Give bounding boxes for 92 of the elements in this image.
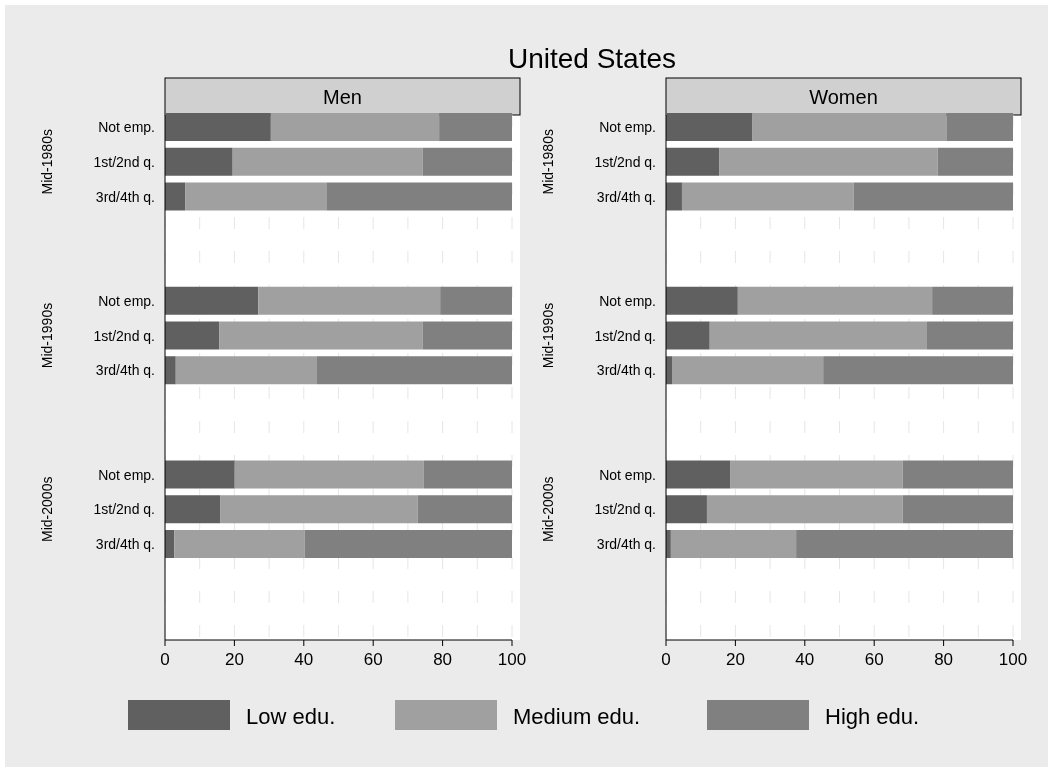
bar — [666, 495, 707, 524]
bar — [165, 182, 186, 211]
bar — [422, 321, 512, 350]
bar — [165, 113, 271, 141]
y-tick-label: Not emp. — [98, 119, 155, 135]
bar — [666, 182, 682, 211]
bar — [946, 113, 1013, 141]
y-tick-label: Not emp. — [599, 292, 656, 309]
text: Mid-1980s — [39, 129, 55, 195]
y-tick-label: 3rd/4th q. — [95, 362, 155, 379]
bar — [902, 460, 1013, 489]
bar — [666, 286, 738, 315]
bar — [165, 286, 259, 315]
bar — [666, 321, 710, 350]
y-tick-label: 3rd/4th q. — [596, 536, 656, 552]
legend-label: Medium edu. — [513, 704, 641, 729]
y-tick-label: 3rd/4th q. — [95, 536, 155, 552]
x-tick-label: 0 — [661, 650, 671, 669]
bar — [304, 530, 512, 558]
y-tick-label: 1st/2nd q. — [594, 153, 656, 170]
y-tick-label: 1st/2nd q. — [594, 327, 656, 344]
text: Mid-1980s — [540, 129, 556, 195]
x-tick-label: 60 — [363, 650, 383, 669]
bar — [258, 286, 441, 315]
bar — [174, 530, 305, 558]
x-tick-label: 20 — [224, 650, 244, 669]
x-tick-label: 80 — [433, 650, 453, 669]
x-tick-label: 40 — [795, 650, 815, 669]
bar — [219, 321, 423, 350]
bar — [670, 530, 797, 558]
y-tick-label: 3rd/4th q. — [596, 188, 656, 205]
bar — [232, 147, 423, 176]
bar — [423, 460, 512, 489]
bar — [681, 182, 854, 211]
bar — [666, 356, 673, 385]
bar — [709, 321, 927, 350]
bar — [932, 286, 1013, 315]
bar — [417, 495, 512, 524]
text: Mid-2000s — [540, 476, 556, 542]
bar — [439, 113, 512, 141]
bar — [823, 356, 1013, 385]
y-tick-label: 3rd/4th q. — [95, 188, 155, 205]
bar — [165, 321, 220, 350]
text: Mid-1990s — [540, 302, 556, 369]
bar — [220, 495, 418, 524]
x-tick-label: 20 — [725, 650, 745, 669]
y-tick-label: 1st/2nd q. — [93, 153, 155, 170]
bar — [165, 460, 235, 489]
bar — [719, 147, 938, 176]
x-tick-label: 40 — [294, 650, 314, 669]
bar — [165, 147, 233, 176]
bar — [440, 286, 512, 315]
bar — [666, 460, 731, 489]
chart-subtitle: Men — [323, 86, 362, 108]
y-tick-label: Not emp. — [599, 119, 656, 135]
x-tick-label: 100 — [497, 650, 527, 669]
bar — [672, 356, 824, 385]
x-tick-label: 0 — [160, 650, 170, 669]
bar — [730, 460, 903, 489]
bar — [185, 182, 327, 211]
x-tick-label: 60 — [864, 650, 884, 669]
text: Mid-2000s — [39, 476, 55, 542]
bar — [737, 286, 933, 315]
text: United States — [507, 43, 677, 74]
chart-subtitle: Women — [809, 86, 878, 108]
legend-label: High edu. — [825, 704, 920, 729]
bar — [422, 147, 512, 176]
bar — [666, 147, 720, 176]
text: Mid-1990s — [39, 302, 55, 369]
bar — [666, 113, 753, 141]
y-tick-label: 3rd/4th q. — [596, 362, 656, 379]
y-tick-label: 1st/2nd q. — [594, 501, 656, 518]
bar — [165, 356, 176, 385]
legend-label: Low edu. — [246, 704, 336, 729]
bar — [234, 460, 424, 489]
y-tick-label: 1st/2nd q. — [93, 501, 155, 518]
bar — [937, 147, 1013, 176]
bar — [326, 182, 512, 211]
bar — [853, 182, 1013, 211]
y-tick-label: 1st/2nd q. — [93, 327, 155, 344]
bar — [706, 495, 903, 524]
y-tick-label: Not emp. — [98, 292, 155, 309]
x-tick-label: 80 — [934, 650, 954, 669]
bar — [902, 495, 1013, 524]
bar — [316, 356, 512, 385]
bar — [175, 356, 317, 385]
bar — [796, 530, 1013, 558]
y-tick-label: Not emp. — [98, 466, 155, 483]
x-tick-label: 100 — [998, 650, 1028, 669]
y-tick-label: Not emp. — [599, 466, 656, 483]
bar — [926, 321, 1013, 350]
bar — [165, 495, 221, 524]
